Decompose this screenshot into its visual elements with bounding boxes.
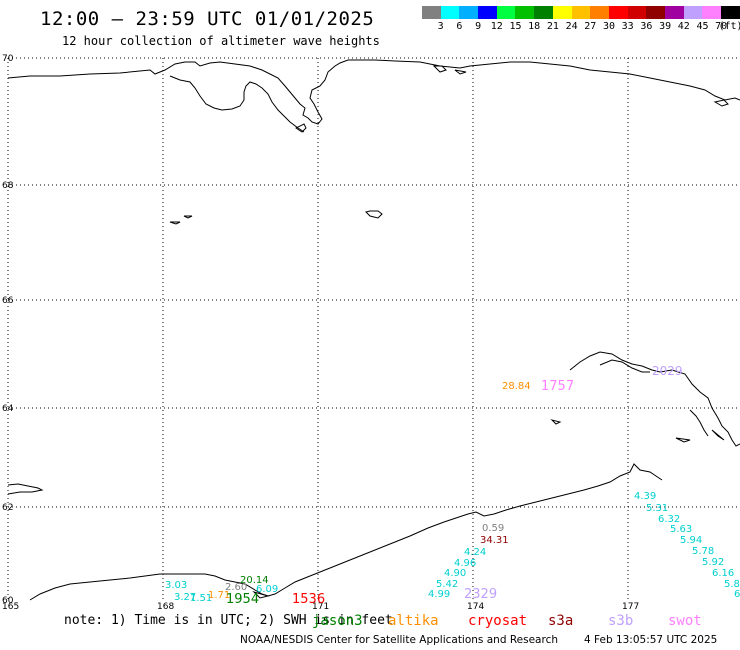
color-swatch xyxy=(646,6,665,19)
page-title: 12:00 – 23:59 UTC 01/01/2025 xyxy=(40,8,375,30)
observation-label: 1757 xyxy=(541,379,574,394)
longitude-label: 174 xyxy=(467,602,484,612)
legend-item-s3b: s3b xyxy=(608,613,634,629)
color-scale-label: 39 xyxy=(659,21,672,32)
color-swatch xyxy=(664,6,684,19)
latitude-labels: 70 68 66 64 62 60 xyxy=(2,54,14,606)
color-swatch xyxy=(627,6,647,19)
color-swatch xyxy=(496,6,516,19)
latitude-label: 70 xyxy=(2,54,14,64)
color-scale-label: 15 xyxy=(509,21,522,32)
observation-label: 5.42 xyxy=(436,579,458,590)
color-scale-label: 33 xyxy=(621,21,634,32)
color-scale-label: 70 xyxy=(715,21,728,32)
observation-label: 6.16 xyxy=(712,568,734,579)
color-scale-label: 21 xyxy=(546,21,559,32)
observation-label: 5.63 xyxy=(670,524,692,535)
observation-label: 4.96 xyxy=(454,558,476,569)
color-swatch xyxy=(515,6,535,19)
longitude-label: 171 xyxy=(312,602,329,612)
observation-label: 4.90 xyxy=(444,568,466,579)
latitude-label: 68 xyxy=(2,181,14,191)
color-scale-label: 27 xyxy=(584,21,597,32)
color-swatch xyxy=(683,6,703,19)
color-swatch xyxy=(608,6,628,19)
observation-label: 28.84 xyxy=(502,381,531,392)
observation-label: 1.51 xyxy=(190,593,212,604)
color-scale-label: 9 xyxy=(475,21,482,32)
color-swatch xyxy=(552,6,572,19)
observation-label: 1536 xyxy=(292,592,325,607)
color-scale-label: 42 xyxy=(677,21,690,32)
color-swatch xyxy=(721,6,740,19)
observation-label: 2.60 xyxy=(225,582,247,593)
credit-line: NOAA/NESDIS Center for Satellite Applica… xyxy=(240,634,558,646)
color-swatch xyxy=(571,6,591,19)
longitude-label: 168 xyxy=(157,602,174,612)
page-subtitle: 12 hour collection of altimeter wave hei… xyxy=(62,34,380,48)
coastline xyxy=(7,59,740,601)
legend-item-jason3: jason3 xyxy=(312,613,363,629)
observation-label: 6.32 xyxy=(658,514,680,525)
color-swatch xyxy=(702,6,721,19)
footer-note: note: 1) Time is in UTC; 2) SWH is in fe… xyxy=(64,613,393,628)
observation-label: 4.99 xyxy=(428,589,450,600)
color-scale-label: 3 xyxy=(437,21,444,32)
observation-label: 20.14 xyxy=(240,575,269,586)
legend-item-altika: altika xyxy=(388,613,439,629)
color-swatch xyxy=(478,6,497,19)
color-swatch xyxy=(534,6,553,19)
generated-timestamp: 4 Feb 13:05:57 UTC 2025 xyxy=(584,634,718,646)
color-scale-label: 18 xyxy=(528,21,541,32)
color-swatch xyxy=(440,6,460,19)
latitude-label: 60 xyxy=(2,596,14,606)
longitude-labels: 165 168 171 174 177 xyxy=(2,602,639,612)
color-scale-label: 36 xyxy=(640,21,653,32)
legend-item-cryosat: cryosat xyxy=(468,613,528,629)
observation-label: 0.59 xyxy=(482,523,504,534)
latitude-label: 64 xyxy=(2,404,14,414)
longitude-label: 165 xyxy=(2,602,19,612)
graticule xyxy=(7,57,740,600)
observation-label: 6.09 xyxy=(256,584,278,595)
color-scale-label: 45 xyxy=(696,21,709,32)
longitude-label: 177 xyxy=(622,602,639,612)
observation-label: 2029 xyxy=(652,364,683,378)
legend-item-swot: swot xyxy=(668,613,702,629)
observation-label: 3.03 xyxy=(165,580,187,591)
color-scale-label: 30 xyxy=(602,21,616,32)
latitude-label: 66 xyxy=(2,296,14,306)
color-scale-label: 24 xyxy=(565,21,578,32)
color-scale-label: (ft) xyxy=(718,21,740,32)
observation-label: 5.94 xyxy=(680,535,702,546)
color-swatch xyxy=(590,6,609,19)
observation-label: 5.31 xyxy=(646,503,668,514)
legend-item-s3a: s3a xyxy=(548,613,574,629)
observation-label: 1954 xyxy=(226,592,259,607)
observation-label: 6 xyxy=(734,589,740,600)
observation-label: 3.27 xyxy=(174,592,196,603)
latitude-label: 62 xyxy=(2,503,13,513)
color-scale-label: 12 xyxy=(490,21,503,32)
observation-label: 2329 xyxy=(464,587,497,602)
observation-label: 34.31 xyxy=(480,535,509,546)
color-scale-label: 6 xyxy=(456,21,463,32)
observation-label: 1.71 xyxy=(208,590,230,601)
color-scale-bar xyxy=(422,6,740,19)
observation-label: 5.8 xyxy=(724,579,740,590)
observation-label: 5.92 xyxy=(702,557,724,568)
color-swatch xyxy=(459,6,479,19)
observation-label: 5.78 xyxy=(692,546,714,557)
observation-label: 4.39 xyxy=(634,491,656,502)
color-swatch xyxy=(422,6,441,19)
observation-label: 4.24 xyxy=(464,547,486,558)
